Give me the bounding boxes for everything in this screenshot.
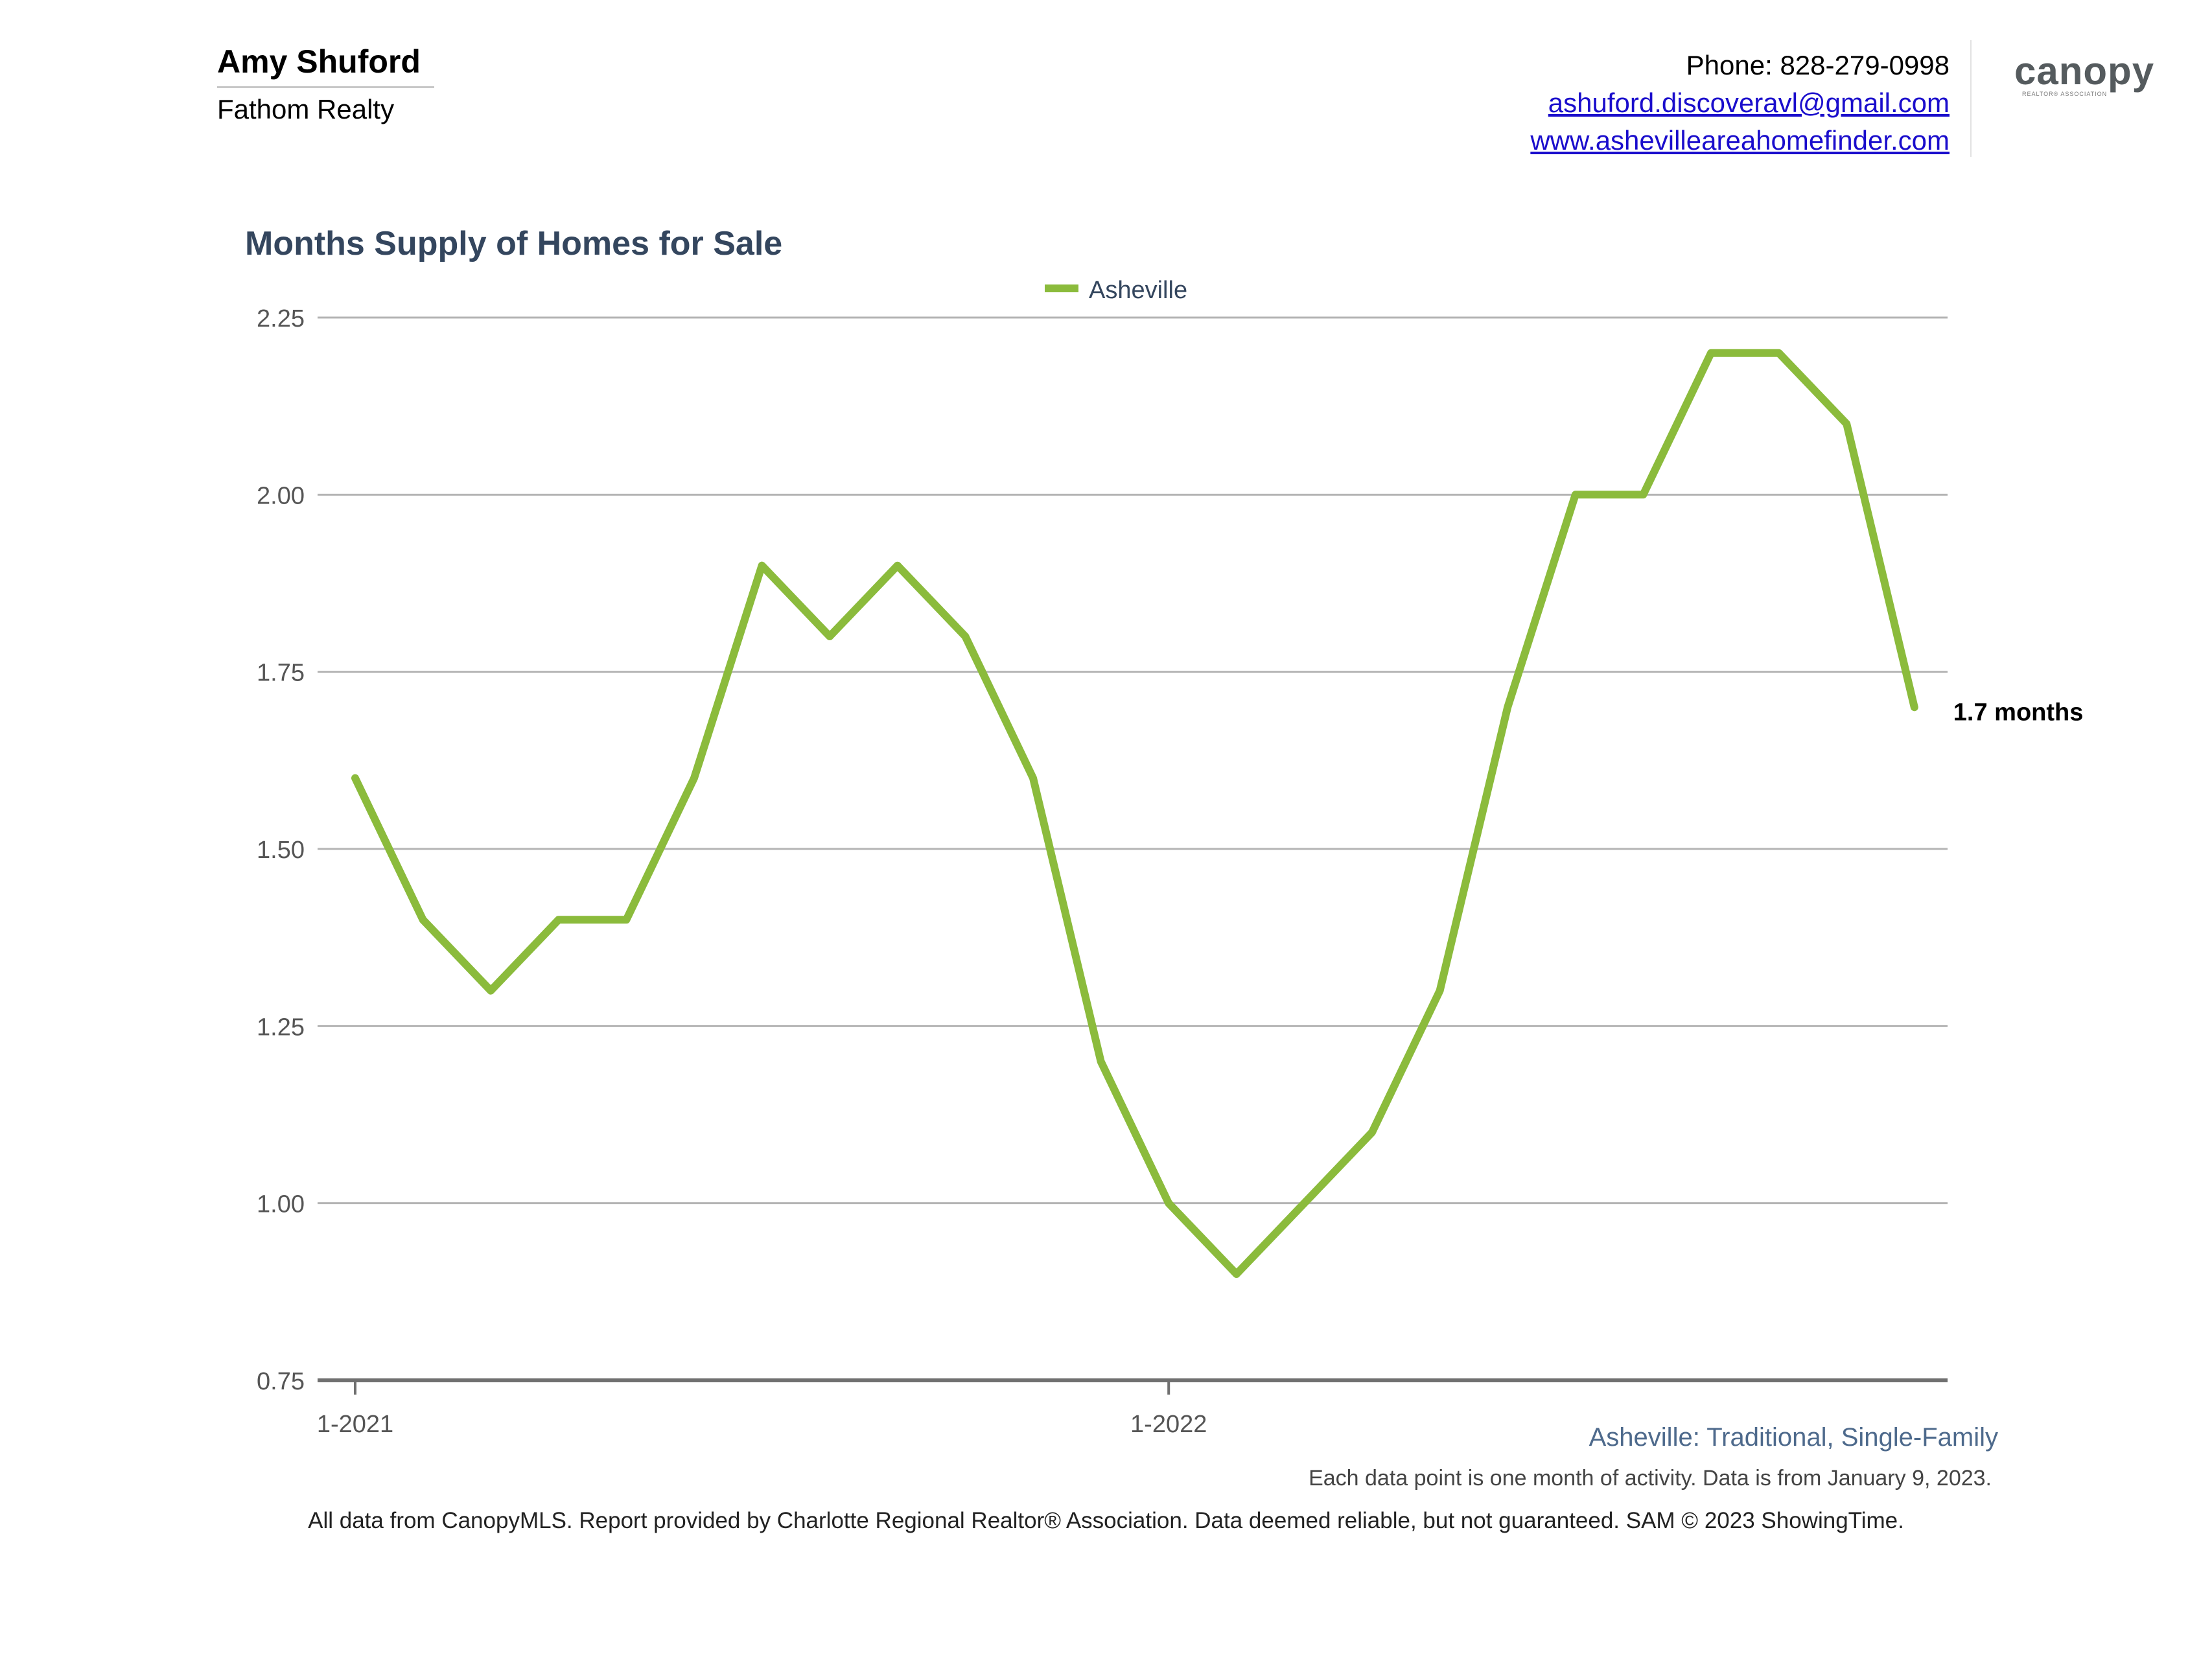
data-point [351,774,359,782]
data-note: Each data point is one month of activity… [1309,1466,1992,1491]
data-point [1775,349,1783,357]
data-point [1233,1270,1240,1278]
data-point [1639,491,1647,498]
data-point [894,562,902,570]
chart-title: Months Supply of Homes for Sale [245,225,783,262]
series-line-asheville [351,349,1918,1278]
data-point [1029,774,1037,782]
data-point [690,774,698,782]
data-point [1572,491,1579,498]
x-tick-label: 1-2021 [317,1411,393,1438]
agent-name: Amy Shuford [217,43,421,80]
contact-email-link[interactable]: ashuford.discoveravl@gmail.com [1548,87,1950,118]
data-point [826,632,833,640]
data-point [961,632,969,640]
y-tick-label: 1.75 [257,660,305,687]
y-tick-label: 1.00 [257,1191,305,1218]
data-point [1097,1058,1105,1065]
y-axis-ticks: 0.75 1.00 1.25 1.50 1.75 2.00 2.25 [257,305,305,1395]
contact-block: Phone: 828-279-0998 ashuford.discoveravl… [1530,47,1950,159]
logo-subtitle: REALTOR® ASSOCIATION [2022,91,2108,97]
series-description: Asheville: Traditional, Single-Family [1589,1423,1998,1452]
data-point [1368,1128,1376,1136]
agent-name-divider [217,86,434,88]
data-point [1707,349,1715,357]
data-point [1911,703,1918,711]
data-point [1165,1200,1172,1207]
logo-wordmark: canopy [2014,49,2155,93]
y-tick-label: 2.25 [257,305,305,332]
legend-label-asheville: Asheville [1089,277,1187,304]
data-point [758,562,766,570]
data-point [622,916,630,923]
y-tick-label: 1.50 [257,837,305,864]
data-point [1300,1200,1308,1207]
agent-company: Fathom Realty [217,94,395,124]
chart-legend: Asheville [1045,277,1187,304]
x-tick-label: 1-2022 [1130,1411,1207,1438]
canopy-logo: canopy REALTOR® ASSOCIATION [2014,49,2157,97]
data-point [1843,420,1850,428]
data-point [1436,987,1444,995]
data-point [555,916,563,923]
data-point [1504,703,1511,711]
y-tick-label: 1.25 [257,1014,305,1041]
data-point [487,987,495,995]
end-value-label: 1.7 months [1953,699,2084,726]
chart-grid [318,316,1948,1205]
disclaimer: All data from CanopyMLS. Report provided… [308,1508,1904,1533]
contact-phone: Phone: 828-279-0998 [1686,50,1950,80]
x-axis-ticks: 1-2021 1-2022 [317,1380,1207,1438]
data-point [419,916,427,923]
header-divider [1970,40,1972,157]
y-tick-label: 2.00 [257,482,305,509]
y-tick-label: 0.75 [257,1368,305,1395]
contact-website-link[interactable]: www.ashevilleareahomefinder.com [1530,125,1950,156]
